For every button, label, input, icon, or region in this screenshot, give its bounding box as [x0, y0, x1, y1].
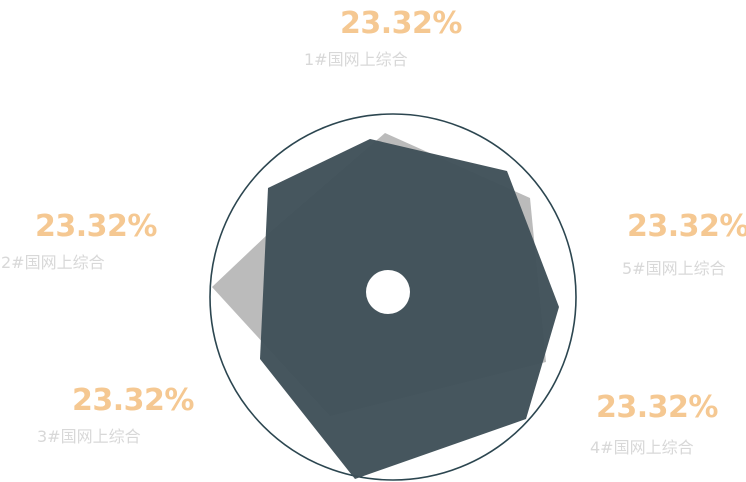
label-1-name: 1#国网上综合 — [304, 50, 408, 69]
label-2-name-wrap: 2#国网上综合 — [1, 253, 105, 273]
label-4-name: 4#国网上综合 — [590, 438, 694, 457]
label-5-name: 5#国网上综合 — [622, 259, 726, 278]
label-1-name-wrap: 1#国网上综合 — [304, 50, 408, 70]
label-2: 23.32% — [35, 210, 157, 244]
label-4-name-wrap: 4#国网上综合 — [590, 438, 694, 458]
label-2-value: 23.32% — [35, 209, 157, 244]
label-3-name-wrap: 3#国网上综合 — [37, 427, 141, 447]
outer-ring — [209, 113, 577, 481]
center-hole — [366, 270, 410, 314]
label-4: 23.32% — [596, 391, 718, 425]
label-5-value: 23.32% — [627, 209, 746, 244]
label-5-name-wrap: 5#国网上综合 — [622, 259, 726, 279]
label-2-name: 2#国网上综合 — [1, 253, 105, 272]
label-3-name: 3#国网上综合 — [37, 427, 141, 446]
label-3-value: 23.32% — [72, 383, 194, 418]
label-1: 23.32% — [340, 7, 462, 41]
front-shape — [260, 139, 559, 479]
label-5: 23.32% — [627, 210, 746, 244]
label-1-value: 23.32% — [340, 6, 462, 41]
label-4-value: 23.32% — [596, 390, 718, 425]
label-3: 23.32% — [72, 384, 194, 418]
